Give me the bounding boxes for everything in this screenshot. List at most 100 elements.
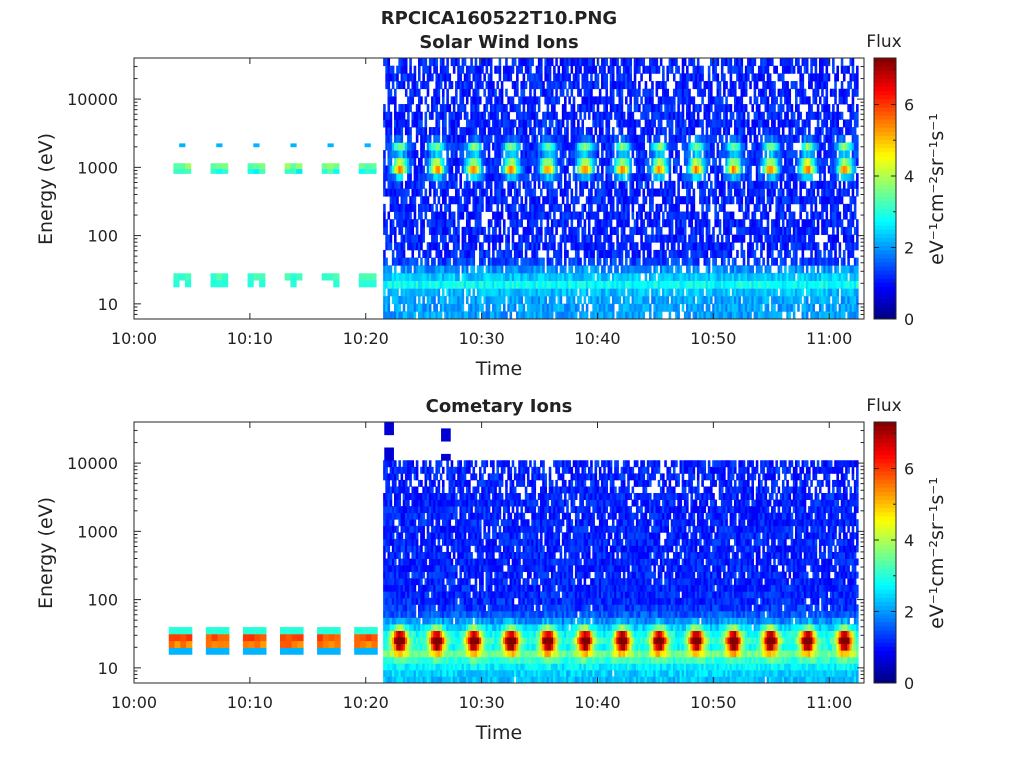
- spectrogram-cell: [747, 211, 750, 220]
- spectrogram-cell: [489, 134, 493, 143]
- spectrogram-cell: [594, 280, 598, 289]
- spectrogram-cell: [657, 211, 661, 220]
- spectrogram-cell: [627, 272, 630, 282]
- spectrogram-cell: [468, 188, 471, 197]
- spectrogram-cell: [418, 127, 421, 136]
- spectrogram-cell: [516, 73, 519, 82]
- spectrogram-cell: [564, 150, 567, 159]
- spectrogram-cell: [452, 111, 456, 120]
- spectrogram-cell: [592, 249, 595, 258]
- spectrogram-cell: [566, 303, 569, 312]
- spectrogram-cell: [646, 165, 650, 174]
- spectrogram-cell: [609, 134, 613, 143]
- spectrogram-cell: [757, 203, 761, 212]
- spectrogram-cell: [644, 265, 648, 274]
- spectrogram-cell: [437, 173, 441, 182]
- spectrogram-cell: [609, 104, 613, 113]
- spectrogram-cell: [712, 226, 715, 235]
- spectrogram-cell: [596, 119, 600, 128]
- spectrogram-cell: [537, 96, 541, 105]
- spectrogram-cell: [760, 134, 763, 143]
- spectrogram-cell: [446, 142, 449, 151]
- spectrogram-cell: [561, 81, 565, 90]
- spectrogram-cell: [496, 111, 500, 120]
- spectrogram-cell: [620, 73, 624, 82]
- spectrogram-cell: [418, 165, 421, 174]
- spectrogram-cell: [533, 303, 537, 312]
- spectrogram-cell: [592, 104, 595, 113]
- spectrogram-cell: [448, 265, 452, 274]
- spectrogram-cell: [411, 88, 415, 97]
- spectrogram-cell: [481, 65, 484, 74]
- spectrogram-cell: [424, 257, 428, 266]
- spectrogram-cell: [561, 119, 565, 128]
- spectrogram-cell: [616, 81, 619, 90]
- spectrogram-cell: [544, 134, 547, 143]
- spectrogram-cell: [435, 119, 439, 128]
- spectrogram-cell: [520, 196, 523, 205]
- spectrogram-cell: [716, 196, 720, 205]
- spectrogram-cell: [472, 211, 476, 220]
- spectrogram-cell: [583, 272, 587, 282]
- spectrogram-cell: [474, 311, 478, 320]
- spectrogram-cell: [553, 280, 556, 289]
- spectrogram-cell: [531, 226, 534, 235]
- spectrogram-cell: [470, 272, 473, 282]
- spectrogram-cell: [631, 257, 635, 266]
- spectrogram-cell: [524, 134, 528, 143]
- spectrogram-cell: [420, 188, 423, 197]
- spectrogram-cell: [616, 272, 619, 282]
- spectrogram-cell: [437, 134, 441, 143]
- spectrogram-cell: [607, 280, 611, 289]
- spectrogram-cell: [452, 234, 456, 243]
- spectrogram-cell: [509, 280, 513, 289]
- spectrogram-cell: [420, 226, 423, 235]
- spectrogram-cell: [603, 81, 606, 90]
- spectrogram-cell: [516, 219, 519, 228]
- spectrogram-cell: [505, 203, 508, 212]
- spectrogram-cell: [546, 211, 550, 220]
- spectrogram-cell: [603, 180, 606, 189]
- spectrogram-cell: [407, 303, 410, 312]
- spectrogram-cell: [479, 134, 482, 143]
- spectrogram-cell: [644, 242, 648, 251]
- spectrogram-cell: [629, 188, 632, 197]
- spectrogram-cell: [570, 65, 574, 74]
- spectrogram-cell: [391, 196, 395, 205]
- spectrogram-cell: [631, 127, 635, 136]
- spectrogram-cell: [461, 188, 465, 197]
- spectrogram-cell: [437, 211, 441, 220]
- spectrogram-cell: [383, 119, 386, 128]
- spectrogram-cell: [590, 73, 593, 82]
- spectrogram-cell: [455, 157, 458, 166]
- spectrogram-cell: [564, 58, 567, 67]
- spectrogram-cell: [468, 226, 471, 235]
- spectrogram-cell: [574, 58, 578, 67]
- spectrogram-cell: [413, 219, 417, 228]
- spectrogram-cell: [607, 188, 611, 197]
- spectrogram-cell: [446, 65, 449, 74]
- spectrogram-cell: [616, 288, 619, 297]
- spectrogram-cell: [448, 211, 452, 220]
- spectrogram-cell: [577, 165, 580, 174]
- spectrogram-cell: [455, 188, 458, 197]
- spectrogram-cell: [461, 295, 465, 305]
- spectrogram-cell: [609, 173, 613, 182]
- spectrogram-cell: [655, 134, 659, 143]
- spectrogram-cell: [407, 219, 410, 228]
- spectrogram-cell: [513, 203, 517, 212]
- spectrogram-cell: [544, 311, 547, 320]
- spectrogram-cell: [450, 272, 454, 282]
- spectrogram-cell: [468, 88, 471, 97]
- spectrogram-cell: [646, 119, 650, 128]
- spectrogram-cell: [513, 188, 517, 197]
- spectrogram-cell: [507, 211, 510, 220]
- spectrogram-cell: [409, 311, 412, 320]
- spectrogram-cell: [625, 58, 628, 67]
- spectrogram-cell: [601, 81, 604, 90]
- spectrogram-cell: [622, 157, 626, 166]
- spectrogram-cell: [529, 81, 532, 90]
- spectrogram-cell: [696, 211, 700, 220]
- spectrogram-cell: [605, 180, 608, 189]
- spectrogram-cell: [705, 249, 709, 258]
